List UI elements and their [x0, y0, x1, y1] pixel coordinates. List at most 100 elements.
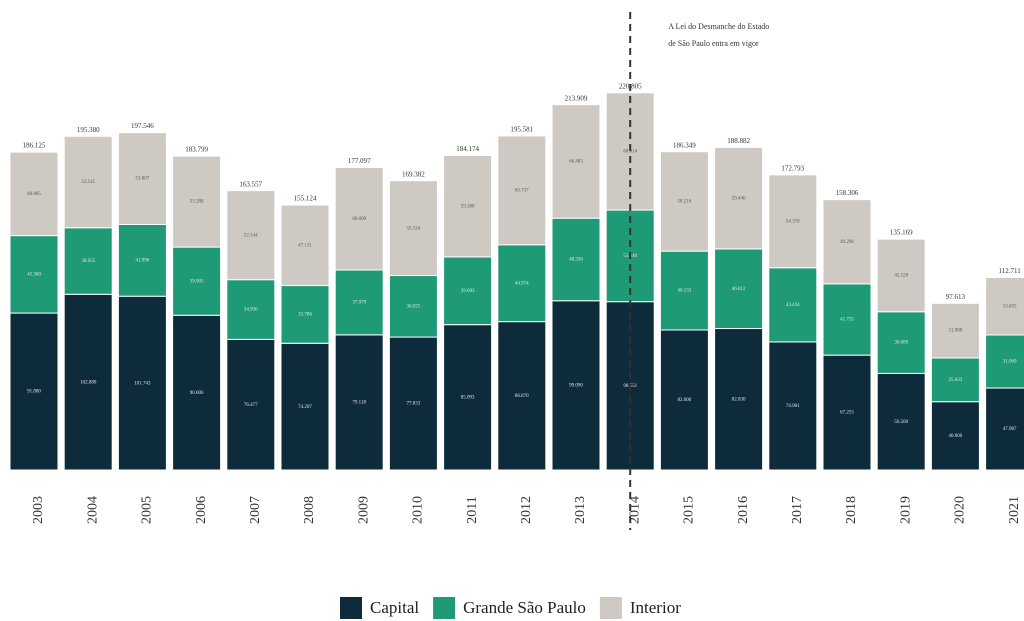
- segment-label: 85.093: [461, 395, 475, 400]
- segment-label: 86.870: [515, 394, 529, 399]
- segment-label: 77.833: [407, 402, 421, 407]
- total-label: 186.349: [673, 141, 696, 149]
- bar-segment: [551, 104, 601, 219]
- bar-segment: [768, 341, 818, 471]
- segment-label: 68.614: [623, 150, 637, 155]
- bar-segment: [822, 283, 872, 356]
- segment-label: 33.655: [1003, 304, 1017, 309]
- segment-label: 41.996: [136, 258, 150, 263]
- year-group: 2003: [31, 496, 46, 524]
- year-group: 2008: [302, 496, 317, 524]
- bar-segment: [280, 204, 330, 287]
- x-tick-label: 2021: [1007, 496, 1022, 524]
- bar-segment: [876, 238, 926, 313]
- year-group: 2010: [411, 496, 426, 524]
- segment-label: 74.207: [298, 405, 312, 410]
- total-label: 97.613: [946, 293, 966, 301]
- x-tick-label: 2003: [31, 496, 46, 524]
- total-label: 172.793: [781, 164, 804, 172]
- x-tick-label: 2012: [519, 496, 534, 524]
- bar-segment: [659, 151, 709, 252]
- segment-label: 43.434: [786, 303, 800, 308]
- bar-segment: [63, 227, 113, 295]
- bar-segment: [497, 244, 547, 323]
- bar-segment: [714, 146, 764, 250]
- total-label: 177.097: [348, 157, 371, 165]
- x-tick-label: 2011: [465, 496, 480, 523]
- total-label: 186.125: [23, 142, 46, 150]
- legend-label: Interior: [630, 598, 681, 617]
- bar-segment: [822, 199, 872, 285]
- bar-segment: [9, 312, 59, 471]
- x-tick-label: 2016: [736, 496, 751, 524]
- legend-swatch: [340, 597, 362, 619]
- year-group: 2006: [194, 496, 209, 524]
- segment-label: 52.144: [244, 233, 258, 238]
- segment-label: 49.296: [840, 240, 854, 245]
- segment-label: 47.131: [298, 243, 312, 248]
- x-tick-label: 2010: [411, 496, 426, 524]
- x-tick-label: 2007: [248, 496, 263, 524]
- x-tick-label: 2018: [844, 496, 859, 524]
- bar-segment: [117, 223, 167, 297]
- total-label: 195.380: [77, 126, 100, 134]
- bar-segment: [63, 293, 113, 471]
- bar-segment: [9, 235, 59, 314]
- bar-segment: [172, 155, 222, 248]
- year-group: 2020: [953, 496, 968, 524]
- segment-label: 63.737: [515, 189, 529, 194]
- segment-label: 40.000: [949, 434, 963, 439]
- segment-label: 102.880: [80, 380, 97, 385]
- bar-segment: [63, 135, 113, 229]
- year-group: 2007: [248, 496, 263, 524]
- year-group: 2009: [356, 496, 371, 524]
- segment-label: 53.545: [81, 180, 95, 185]
- x-tick-label: 2017: [790, 496, 805, 524]
- total-label: 195.581: [510, 126, 533, 134]
- segment-label: 54.378: [786, 219, 800, 224]
- bar-segment: [930, 302, 980, 359]
- total-label: 188.882: [727, 137, 750, 145]
- bar-segment: [226, 338, 276, 471]
- segment-label: 34.936: [244, 308, 258, 313]
- segment-label: 39.905: [190, 279, 204, 284]
- x-tick-label: 2013: [573, 496, 588, 524]
- year-group: 2018: [844, 496, 859, 524]
- total-label: 184.174: [456, 145, 479, 153]
- segment-label: 82.000: [678, 398, 692, 403]
- total-label: 169.382: [402, 170, 425, 178]
- x-tick-label: 2008: [302, 496, 317, 524]
- segment-label: 48.336: [569, 258, 583, 263]
- x-tick-label: 2009: [356, 496, 371, 524]
- x-tick-label: 2005: [140, 496, 155, 524]
- bar-segment: [280, 342, 330, 471]
- x-tick-label: 2004: [85, 496, 100, 524]
- bar-segment: [443, 154, 493, 258]
- bar-segment: [768, 174, 818, 269]
- annotation-text: A Lei do Desmanche do Estado: [668, 22, 769, 31]
- segment-label: 42.520: [894, 274, 908, 279]
- segment-label: 67.255: [840, 411, 854, 416]
- total-label: 158.306: [836, 189, 859, 197]
- legend-label: Capital: [370, 598, 419, 617]
- segment-label: 38.955: [81, 259, 95, 264]
- segment-label: 48.885: [27, 192, 41, 197]
- segment-label: 45.360: [27, 272, 41, 277]
- legend-label: Grande São Paulo: [463, 598, 586, 617]
- bar-segment: [172, 314, 222, 471]
- total-label: 112.711: [998, 267, 1021, 275]
- bar-segment: [930, 401, 980, 471]
- segment-label: 41.755: [840, 318, 854, 323]
- bar-segment: [768, 267, 818, 343]
- total-label: 155.124: [294, 195, 317, 203]
- bar-segment: [985, 276, 1024, 336]
- legend-swatch: [599, 597, 622, 619]
- bar-segment: [280, 285, 330, 344]
- segment-label: 56.560: [894, 420, 908, 425]
- segment-label: 55.524: [407, 226, 421, 231]
- segment-label: 31.980: [949, 329, 963, 334]
- segment-label: 37.979: [352, 301, 366, 306]
- segment-label: 66.483: [569, 160, 583, 165]
- segment-label: 90.606: [190, 391, 204, 396]
